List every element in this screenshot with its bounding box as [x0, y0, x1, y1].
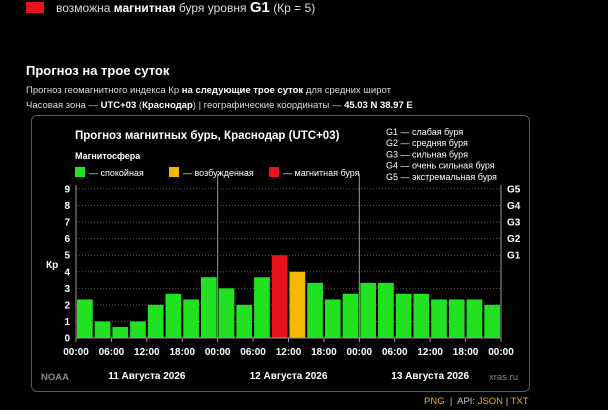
y-tick-label: 3 — [64, 284, 70, 295]
kp-bar — [360, 282, 377, 338]
kp-bar — [466, 299, 483, 338]
kp-bar — [342, 293, 359, 338]
x-tick-label: 00:00 — [488, 347, 514, 358]
x-tick-label: 00:00 — [205, 347, 231, 358]
y-tick-label: 5 — [64, 251, 70, 262]
legend-swatch-1 — [169, 167, 179, 177]
kp-bar — [307, 282, 323, 338]
x-tick-label: 12:00 — [134, 347, 160, 358]
json-link[interactable]: JSON — [477, 396, 504, 407]
kp-bar — [448, 299, 465, 338]
y-tick-label: 9 — [64, 185, 70, 196]
kp-bar — [112, 326, 129, 338]
y-tick-label: 1 — [64, 317, 70, 328]
day-label: 12 Августа 2026 — [250, 371, 328, 382]
section-title: Прогноз на трое суток — [26, 63, 170, 78]
chart-title: Прогноз магнитных бурь, Краснодар (UTC+0… — [75, 130, 340, 142]
g-tick-label: G4 — [507, 201, 521, 212]
y-tick-label: 6 — [64, 234, 70, 245]
g-legend-1: G1 — слабая буря — [386, 127, 463, 137]
export-links: PNG | API: JSON | TXT — [424, 396, 529, 407]
kp-bar — [236, 304, 253, 338]
storm-legend: возможна магнитная буря уровня G1 (Кр = … — [26, 0, 316, 16]
x-tick-label: 12:00 — [276, 347, 302, 358]
kp-bar — [147, 304, 164, 338]
chart-svg: Прогноз магнитных бурь, Краснодар (UTC+0… — [41, 127, 521, 383]
kp-forecast-chart: Прогноз магнитных бурь, Краснодар (UTC+0… — [31, 115, 530, 392]
x-tick-label: 06:00 — [99, 347, 125, 358]
kp-bar — [484, 304, 500, 338]
kp-bar — [395, 293, 412, 338]
day-label: 13 Августа 2026 — [391, 371, 469, 382]
legend-swatch-2 — [269, 167, 279, 177]
chart-subtitle: Магнитосфера — [75, 151, 141, 161]
x-tick-label: 18:00 — [453, 347, 479, 358]
kp-bar — [254, 277, 270, 338]
day-label: 11 Августа 2026 — [108, 371, 186, 382]
legend-label-2: — магнитная буря — [283, 168, 360, 178]
y-tick-label: 4 — [64, 267, 70, 278]
kp-bar — [271, 255, 288, 338]
x-tick-label: 18:00 — [169, 347, 195, 358]
storm-level: G1 — [249, 0, 270, 16]
y-tick-label: 0 — [64, 334, 70, 345]
kp-bar — [378, 282, 394, 338]
kp-bar — [324, 299, 341, 338]
g-tick-label: G2 — [507, 234, 521, 245]
y-tick-label: 2 — [64, 300, 70, 311]
kp-bar — [218, 288, 235, 338]
timezone-info: Часовая зона — UTC+03 (Краснодар) | геог… — [26, 100, 413, 111]
txt-link[interactable]: TXT — [510, 396, 529, 407]
y-axis-label: Кр — [46, 260, 58, 271]
x-tick-label: 06:00 — [382, 347, 408, 358]
source-xras: xras.ru — [489, 372, 518, 383]
kp-bar — [165, 293, 182, 338]
x-tick-label: 12:00 — [417, 347, 443, 358]
y-tick-label: 8 — [64, 201, 70, 212]
kp-bar — [431, 299, 447, 338]
forecast-description: Прогноз геомагнитного индекса Кр на след… — [26, 85, 391, 96]
x-tick-label: 00:00 — [63, 347, 89, 358]
g-legend-4: G4 — очень сильная буря — [386, 161, 495, 171]
source-noaa: NOAA — [41, 372, 69, 383]
png-link[interactable]: PNG — [424, 396, 445, 407]
legend-label-1: — возбужденная — [183, 168, 254, 178]
g-tick-label: G5 — [507, 185, 521, 196]
g-tick-label: G1 — [507, 251, 521, 262]
x-tick-label: 06:00 — [240, 347, 266, 358]
kp-bar — [130, 321, 146, 338]
legend-label-0: — спокойная — [89, 168, 144, 178]
kp-bar — [94, 321, 111, 338]
kp-bar — [289, 271, 306, 338]
kp-bar — [77, 299, 93, 338]
g-tick-label: G3 — [507, 218, 521, 229]
y-tick-label: 7 — [64, 218, 70, 229]
x-tick-label: 00:00 — [347, 347, 373, 358]
g-legend-2: G2 — средняя буря — [386, 138, 468, 148]
kp-bar — [183, 299, 199, 338]
storm-legend-text: возможна магнитная буря уровня G1 (Кр = … — [56, 0, 316, 16]
x-tick-label: 18:00 — [311, 347, 337, 358]
kp-bar — [200, 277, 217, 338]
g-legend-5: G5 — экстремальная буря — [386, 172, 497, 182]
g-legend-3: G3 — сильная буря — [386, 149, 468, 159]
kp-bar — [413, 293, 430, 338]
storm-color-swatch — [26, 1, 44, 13]
legend-swatch-0 — [75, 167, 85, 177]
